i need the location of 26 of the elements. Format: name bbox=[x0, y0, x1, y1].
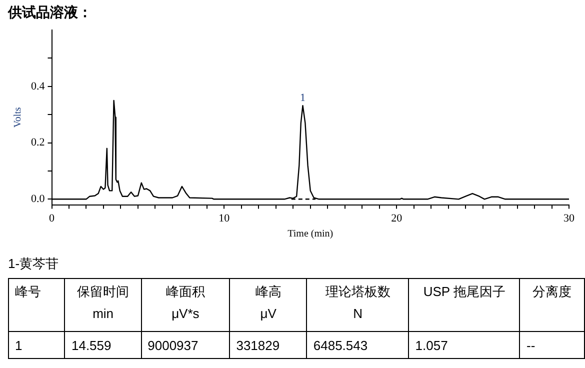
x-tick-label: 10 bbox=[218, 212, 230, 224]
text: 6485.543 bbox=[306, 332, 409, 358]
text: 保留时间 min bbox=[64, 278, 142, 332]
text: 14.559 bbox=[64, 332, 142, 358]
y-tick-label: 0.2 bbox=[31, 136, 45, 149]
text: 331829 bbox=[230, 332, 307, 358]
text: 1 bbox=[8, 332, 65, 358]
y-tick-label: 0.0 bbox=[31, 193, 46, 206]
x-tick-label: 30 bbox=[564, 212, 575, 224]
text: 1-黄芩苷 bbox=[8, 255, 59, 273]
text: 分离度 bbox=[520, 278, 584, 332]
x-tick-label: 0 bbox=[49, 212, 55, 224]
y-axis-title: Volts bbox=[12, 107, 24, 128]
text: 理论塔板数 N bbox=[306, 278, 409, 332]
y-tick-label: 0.4 bbox=[31, 80, 46, 92]
chart-title: 供试品溶液： bbox=[8, 4, 92, 22]
text: 9000937 bbox=[141, 332, 230, 358]
text: -- bbox=[520, 332, 584, 358]
text: 1.057 bbox=[408, 332, 520, 358]
x-axis-title: Time (min) bbox=[288, 228, 334, 240]
text: USP 拖尾因子 bbox=[408, 278, 520, 332]
x-tick-label: 20 bbox=[391, 212, 403, 224]
text: 峰号 bbox=[8, 278, 65, 332]
text: 峰高 μV bbox=[230, 278, 307, 332]
annotation: 1 bbox=[300, 92, 306, 104]
text: 峰面积 μV*s bbox=[141, 278, 230, 332]
